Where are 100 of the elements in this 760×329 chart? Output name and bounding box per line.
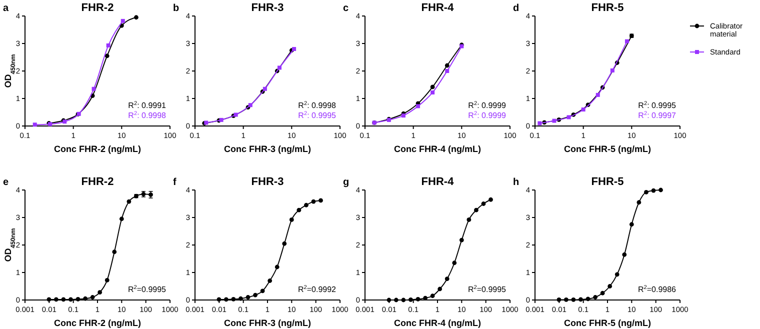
- x-axis-title: Conc FHR-2 (ng/mL): [54, 318, 141, 328]
- point: [430, 294, 435, 298]
- text: e: [3, 177, 9, 188]
- point: [444, 63, 450, 68]
- point: [318, 198, 323, 203]
- point: [274, 264, 280, 270]
- point: [61, 297, 66, 302]
- annotation: R$^{2}$=0.9995: [128, 285, 167, 294]
- point: [401, 298, 406, 302]
- point: [571, 298, 576, 302]
- point: [238, 296, 243, 301]
- annotation: R$^{2}$: 0.9998: [298, 101, 337, 110]
- point: [564, 298, 568, 302]
- point: [608, 284, 612, 288]
- point: [289, 218, 294, 222]
- point: [262, 86, 267, 91]
- point: [268, 278, 272, 283]
- point: [112, 250, 117, 254]
- point: [474, 208, 478, 212]
- point: [651, 188, 656, 193]
- point: [481, 202, 486, 206]
- point: [126, 199, 132, 204]
- point: [83, 296, 88, 301]
- point: [253, 292, 258, 298]
- point: [54, 297, 58, 302]
- annotation: R$^{2}$: 0.9991: [128, 101, 167, 110]
- text: g: [343, 177, 350, 188]
- point: [466, 218, 472, 222]
- point: [277, 66, 282, 70]
- chart-title: FHR-5: [591, 176, 624, 188]
- annotation: R$^{2}$=0.9992: [298, 285, 337, 294]
- point: [282, 241, 287, 246]
- point: [444, 276, 450, 282]
- point: [296, 208, 302, 212]
- point: [98, 290, 102, 294]
- point: [416, 296, 420, 302]
- point: [231, 296, 236, 302]
- text: f: [173, 177, 177, 188]
- point: [224, 297, 228, 302]
- x-axis-title: Conc FHR-3 (ng/mL): [224, 318, 311, 328]
- point: [104, 278, 110, 282]
- point: [219, 118, 224, 122]
- x-axis-title: Conc FHR-5 (ng/mL): [564, 318, 651, 328]
- point: [246, 295, 250, 300]
- chart-title: FHR-5: [591, 2, 624, 14]
- chart-title: FHR-3: [251, 176, 284, 188]
- point: [658, 188, 663, 192]
- annotation: R$^{2}$: 0.9997: [638, 111, 677, 120]
- point: [593, 295, 598, 300]
- x-axis-title: Conc FHR-2 (ng/mL): [54, 144, 141, 154]
- point: [304, 202, 308, 208]
- point: [622, 252, 627, 257]
- point: [452, 260, 457, 266]
- point: [76, 296, 80, 302]
- point: [430, 90, 435, 94]
- x-axis-title: Conc FHR-3 (ng/mL): [224, 144, 311, 154]
- text: b: [173, 3, 180, 14]
- point: [408, 298, 413, 302]
- point: [459, 238, 464, 242]
- point: [644, 190, 648, 194]
- annotation: R$^{2}$=0.9986: [638, 285, 677, 294]
- point: [600, 290, 605, 296]
- point: [248, 103, 252, 108]
- point: [438, 286, 442, 292]
- text: c: [343, 3, 349, 14]
- x-axis-title: Conc FHR-5 (ng/mL): [564, 144, 651, 154]
- x-axis-title: Conc FHR-4 (ng/mL): [394, 144, 481, 154]
- point: [488, 197, 493, 202]
- chart-title: FHR-4: [421, 176, 455, 188]
- point: [445, 69, 450, 73]
- point: [234, 112, 238, 117]
- chart-title: FHR-2: [81, 2, 114, 14]
- point: [68, 297, 73, 302]
- point: [586, 296, 590, 302]
- annotation: R$^{2}$: 0.9998: [128, 111, 167, 120]
- point: [394, 298, 398, 302]
- annotation: R$^{2}$: 0.9995: [298, 111, 337, 120]
- x-axis-title: Conc FHR-4 (ng/mL): [394, 318, 481, 328]
- point: [311, 199, 316, 204]
- point: [430, 84, 435, 90]
- point: [90, 295, 95, 300]
- annotation: R$^{2}$=0.9995: [468, 285, 507, 294]
- annotation: R$^{2}$: 0.9995: [638, 101, 677, 110]
- point: [629, 222, 634, 227]
- point: [416, 104, 420, 108]
- point: [260, 288, 265, 294]
- chart-title: FHR-4: [421, 2, 455, 14]
- annotation: R$^{2}$: 0.9999: [468, 101, 507, 110]
- annotation: R$^{2}$: 0.9999: [468, 111, 507, 120]
- text: h: [513, 177, 520, 188]
- point: [119, 216, 124, 222]
- point: [614, 272, 620, 277]
- point: [292, 47, 296, 51]
- chart-title: FHR-2: [81, 176, 114, 188]
- text: d: [513, 3, 520, 14]
- point: [578, 297, 583, 302]
- point: [636, 200, 642, 205]
- point: [401, 114, 406, 118]
- text: a: [3, 3, 9, 14]
- chart-title: FHR-3: [251, 2, 284, 14]
